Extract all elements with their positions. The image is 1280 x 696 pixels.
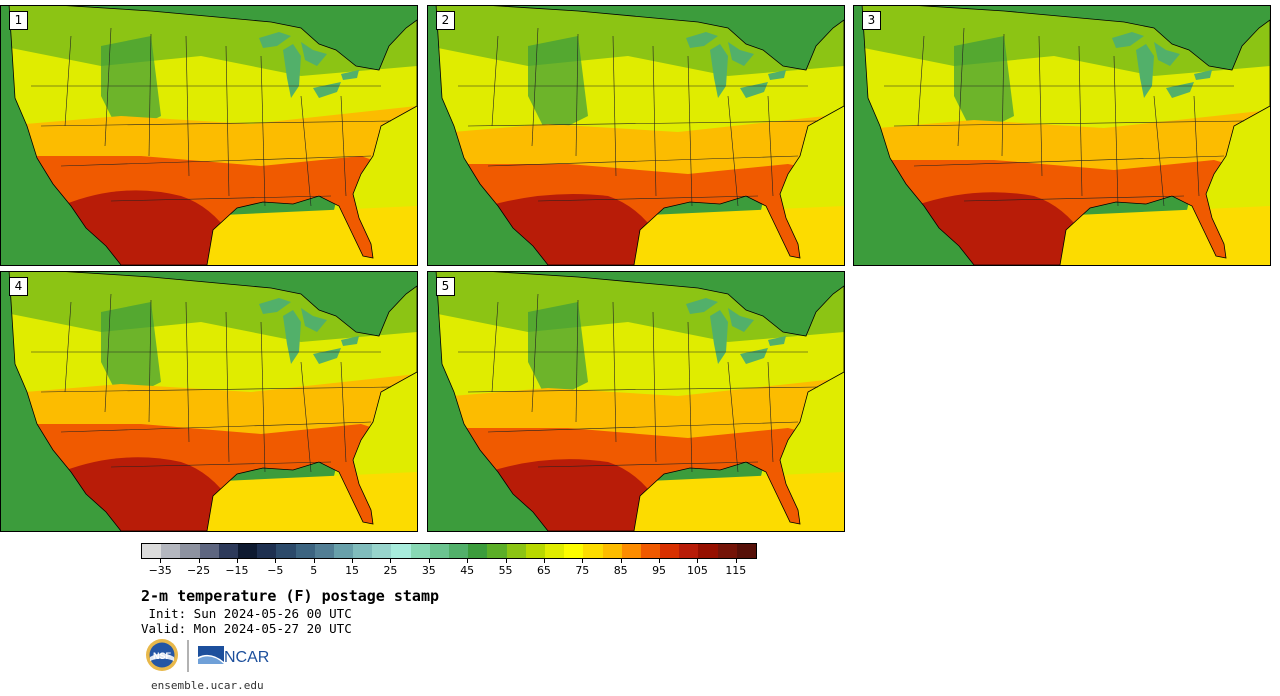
colorbar-swatch [199,544,219,558]
colorbar-swatch [237,544,258,558]
colorbar-swatch [564,544,584,558]
map-panel-2[interactable]: 2 [427,5,845,266]
colorbar-tick-label: 25 [383,564,398,577]
nsf-logo-text: NSF [153,651,172,661]
ncar-logo-text: NCAR [224,649,269,666]
colorbar-tick-label: −5 [267,564,284,577]
colorbar-tick [390,558,392,563]
panel-label: 2 [436,11,455,30]
colorbar-tick [697,558,699,563]
colorbar-tick [505,558,507,563]
temperature-map [1,6,417,265]
colorbar-tick [467,558,469,563]
temperature-map [854,6,1270,265]
colorbar-tick-label: 15 [345,564,360,577]
colorbar-swatch [142,544,162,558]
colorbar-tick [582,558,584,563]
colorbar-swatch [314,544,334,558]
colorbar-tick-label: 35 [421,564,436,577]
map-panel-3[interactable]: 3 [853,5,1271,266]
colorbar-swatch [583,544,603,558]
colorbar-tick-label: 55 [498,564,513,577]
logos: NSF NCAR [145,637,275,673]
ncar-logo[interactable]: NCAR [198,646,269,666]
colorbar-tick-label: −35 [148,564,172,577]
colorbar-swatch [410,544,430,558]
colorbar-swatch [276,544,296,558]
site-url[interactable]: ensemble.ucar.edu [151,679,264,692]
colorbar-tick-label: 85 [613,564,628,577]
colorbar-swatch [429,544,449,558]
colorbar-tick [352,558,354,563]
map-panel-4[interactable]: 4 [0,271,418,532]
colorbar-tick [659,558,661,563]
colorbar-tick [275,558,277,563]
colorbar-swatch [506,544,526,558]
colorbar-tick-label: 5 [310,564,318,577]
valid-time: Valid: Mon 2024-05-27 20 UTC [141,621,352,636]
colorbar-swatch [449,544,469,558]
colorbar-tick [198,558,200,563]
colorbar-ticks: −35 −25 −15 −5 5 15 25 35 45 55 65 75 85 95 105 115 [141,558,757,578]
colorbar-swatch [372,544,392,558]
map-panel-1[interactable]: 1 [0,5,418,266]
page-title: 2-m temperature (F) postage stamp [141,587,440,605]
colorbar-swatch [257,544,277,558]
colorbar-swatch [353,544,373,558]
nsf-logo[interactable]: NSF [146,639,178,671]
colorbar-swatch [679,544,699,558]
colorbar-tick-label: 45 [460,564,475,577]
colorbar-tick-label: 115 [725,564,747,577]
colorbar-swatch [717,544,737,558]
colorbar-swatch [698,544,718,558]
colorbar-tick [428,558,430,563]
colorbar-swatch [333,544,354,558]
colorbar-tick-label: 75 [575,564,590,577]
colorbar-swatch [525,544,545,558]
colorbar-swatch [391,544,411,558]
colorbar-swatch [180,544,200,558]
colorbar-tick-label: −25 [186,564,211,577]
colorbar-swatch [295,544,315,558]
panel-label: 3 [862,11,881,30]
colorbar-swatch [487,544,507,558]
colorbar-tick [313,558,315,563]
colorbar-swatch [468,544,488,558]
colorbar-tick-label: 95 [652,564,667,577]
colorbar-tick [543,558,545,563]
init-time: Init: Sun 2024-05-26 00 UTC [141,606,352,621]
panel-label: 4 [9,277,28,296]
temperature-map [1,272,417,531]
panel-label: 1 [9,11,28,30]
colorbar-swatch [544,544,565,558]
colorbar-swatch [640,544,661,558]
colorbar-swatch [660,544,680,558]
colorbar-tick-label: 65 [536,564,551,577]
colorbar-swatch [218,544,238,558]
colorbar-swatch [161,544,181,558]
colorbar-tick [236,558,238,563]
colorbar-tick [735,558,737,563]
panel-label: 5 [436,277,455,296]
colorbar [141,543,757,559]
colorbar-swatch [736,544,756,558]
colorbar-tick-label: 105 [686,564,708,577]
temperature-map [428,6,844,265]
temperature-map [428,272,844,531]
colorbar-tick [620,558,622,563]
map-panel-5[interactable]: 5 [427,271,845,532]
colorbar-swatch [621,544,641,558]
colorbar-swatch [602,544,622,558]
colorbar-tick [160,558,162,563]
colorbar-tick-label: −15 [225,564,249,577]
